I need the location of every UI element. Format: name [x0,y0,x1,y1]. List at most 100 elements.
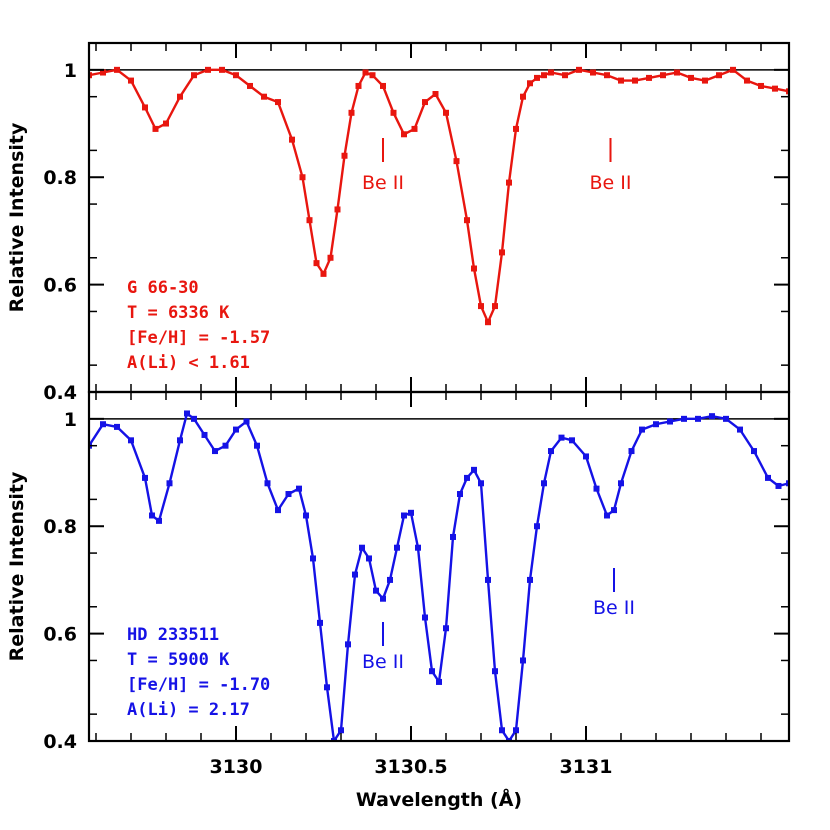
data-point [156,517,162,524]
data-point [313,260,320,267]
data-point [303,512,309,519]
data-point [387,576,393,583]
data-point [299,174,306,181]
data-point [100,69,106,76]
data-point [415,544,421,551]
data-point [541,480,547,487]
data-point [331,738,337,741]
data-point [478,303,484,310]
data-point [534,523,540,530]
data-point [786,88,789,95]
data-point [464,474,470,481]
y-tick-label: 1 [64,409,77,431]
data-point [492,668,498,675]
star-annotation-line: HD 233511 [127,625,219,645]
data-point [373,587,379,594]
data-point [355,82,362,89]
data-point [191,415,197,422]
data-point [380,82,386,89]
be-ii-marker-label: Be II [362,651,404,673]
spectrum-series [89,66,789,326]
y-tick-label: 0.6 [43,624,77,646]
data-point [369,72,376,79]
data-point [450,533,456,540]
data-point [499,249,505,256]
data-point [660,72,666,79]
data-point [100,421,106,428]
data-point [212,448,218,455]
plot-frame [87,390,791,743]
data-point [275,507,281,514]
data-point [89,72,92,79]
data-point [695,415,701,422]
y-tick-label: 0.8 [43,167,77,189]
data-point [688,74,694,81]
data-point [114,423,120,430]
data-point [243,418,250,425]
data-point [471,265,477,272]
star-annotation-line: T = 5900 K [127,650,230,670]
data-point [527,576,533,583]
data-point [285,491,292,498]
data-point [327,254,334,261]
data-point [191,72,197,79]
data-point [618,77,624,84]
data-point [744,77,750,84]
be-ii-marker-label: Be II [362,172,404,194]
data-point [758,82,764,89]
data-point [646,74,652,81]
data-point [142,104,148,111]
data-point [443,625,449,632]
data-point [422,99,428,106]
data-point [341,152,348,159]
data-point [628,448,635,455]
data-point [541,72,547,79]
data-point [611,507,617,514]
data-point [390,109,397,116]
data-point [471,466,477,473]
data-point [593,485,600,492]
data-point [576,66,582,73]
data-point [443,109,449,116]
data-point [765,474,771,481]
data-point [128,77,134,84]
data-point [338,727,344,734]
data-point [775,482,782,489]
bottom-panel: 0.4 0.6 0.8 1 Relative Intensity HD 233511 T =… [6,390,791,753]
data-point [751,448,757,455]
data-point [401,131,407,138]
data-point [380,595,386,602]
star-annotation-line: T = 6336 K [127,303,230,323]
data-point [429,668,435,675]
star-annotation-line: A(Li) < 1.61 [127,353,250,373]
data-point [527,80,533,87]
data-point [562,72,568,79]
x-axis-title: Wavelength (Å) [356,787,522,811]
data-point [317,619,323,626]
data-point [681,415,687,422]
data-point [142,474,148,481]
data-point [558,434,565,441]
data-point [632,77,638,84]
data-point [166,480,173,487]
data-point [222,442,229,449]
data-point [716,72,722,79]
y-axis-title: Relative Intensity [6,471,28,661]
data-point [289,136,295,143]
data-point [408,509,414,516]
data-point [653,421,659,428]
data-point [233,426,239,433]
data-point [128,437,134,444]
data-point [264,480,271,487]
be-ii-marker-label: Be II [590,172,632,194]
data-point [737,426,743,433]
data-point [114,66,120,73]
be-ii-marker-label: Be II [593,597,635,619]
y-tick-label: 0.6 [43,275,77,297]
data-point [411,125,418,132]
star-annotation-line: [Fe/H] = -1.57 [127,328,270,348]
data-point [359,544,365,551]
star-annotation-line: A(Li) = 2.17 [127,700,250,720]
